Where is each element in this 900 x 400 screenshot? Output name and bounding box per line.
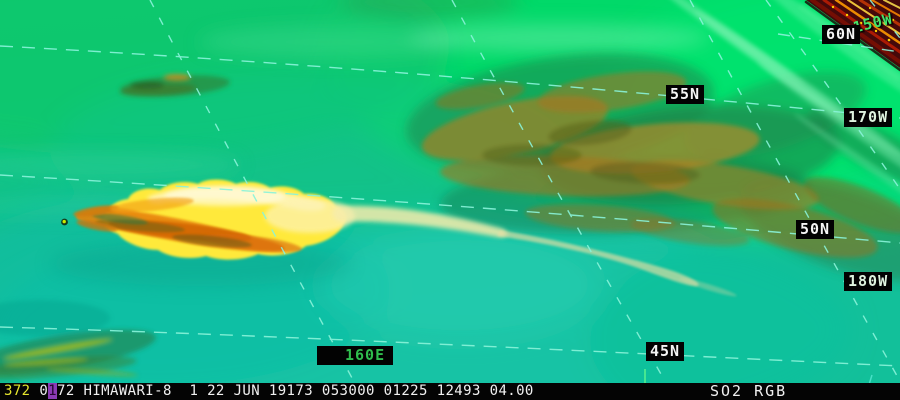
graticule-line-50n: [0, 174, 900, 244]
graticule-line-170e: [451, 0, 667, 383]
plume-tail: [497, 230, 699, 287]
lat-label-50n: 50N: [796, 220, 835, 239]
graticule-line-150w: [869, 0, 900, 39]
status-text: 372 0172 HIMAWARI-8 1 22 JUN 19173 05300…: [4, 383, 534, 400]
pixel-artifact: [644, 369, 646, 383]
cloud-swirl: [421, 71, 900, 258]
graticule: [0, 0, 900, 383]
graticule-line-45n: [0, 326, 900, 367]
graticule-line-180: [689, 0, 900, 383]
lat-label-60n: 60N: [822, 25, 861, 44]
graticule-line-160e: [149, 0, 356, 383]
status-bar: 372 0172 HIMAWARI-8 1 22 JUN 19173 05300…: [0, 383, 900, 400]
lon-label-180w: 180W: [844, 272, 893, 291]
lon-label-160e: 160E: [317, 346, 394, 365]
plume-streak: [332, 205, 508, 238]
satellite-imagery: [0, 0, 900, 383]
status-field-rest: 72 HIMAWARI-8 1 22 JUN 19173 053000 0122…: [57, 383, 534, 399]
text-cursor[interactable]: 1: [48, 383, 58, 399]
volcanic-plume: [50, 179, 737, 297]
frame-counter: 372: [4, 383, 31, 399]
graticule-line-55n: [0, 45, 900, 119]
bottom-left-clouds: [0, 300, 156, 380]
left-cloud-smudge: [120, 74, 230, 97]
status-field-pre: 0: [30, 383, 49, 399]
product-label: SO2 RGB: [710, 382, 788, 400]
lat-label-55n: 55N: [666, 85, 705, 104]
pixel-artifact: [868, 374, 873, 383]
graticule-line-170w: [765, 0, 900, 191]
lat-label-45n: 45N: [646, 342, 685, 361]
lon-label-170w: 170W: [844, 108, 893, 127]
